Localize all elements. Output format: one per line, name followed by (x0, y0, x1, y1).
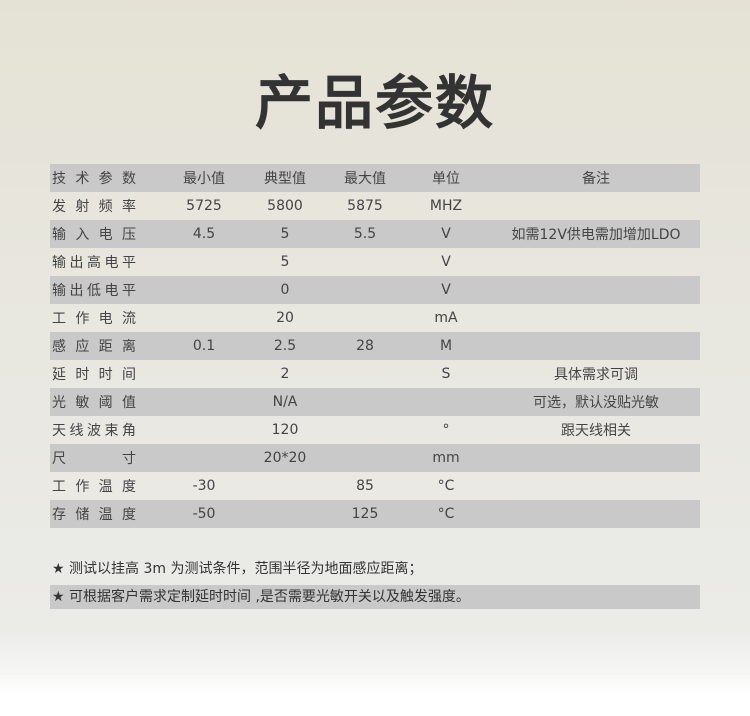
table-cell: 如需12V供电需加增加LDO (511, 227, 681, 243)
table-header-row: 技术参数 最小值 典型值 最大值 单位 备注 (50, 164, 700, 192)
table-row: 天线波束角 120 ° 跟天线相关 (50, 416, 700, 444)
param-name-cell: 感应距离 (52, 339, 136, 355)
header-cell: 最小值 (183, 171, 225, 187)
notes: ★ 测试以挂高 3m 为测试条件，范围半径为地面感应距离； ★ 可根据客户需求定… (50, 557, 700, 609)
header-cell: 备注 (582, 171, 610, 187)
table-row: 尺寸 20*20 mm (50, 444, 700, 472)
table-cell: 4.5 (192, 226, 216, 242)
note: ★ 可根据客户需求定制延时时间 ,是否需要光敏开关以及触发强度。 (50, 585, 700, 609)
table-cell: 5725 (186, 198, 222, 214)
table-cell: °C (437, 478, 455, 494)
param-name-cell: 存储温度 (52, 507, 136, 523)
table-cell: 85 (356, 478, 374, 494)
param-name-cell: 输入电压 (52, 227, 136, 243)
table-cell: 0 (280, 282, 290, 298)
table-cell: °C (437, 506, 455, 522)
table-row: 感应距离 0.1 2.5 28 M (50, 332, 700, 360)
table-cell: V (441, 282, 451, 298)
table-cell: -50 (192, 506, 216, 522)
param-name-cell: 发射频率 (52, 199, 136, 215)
table-row: 光敏阈值 N/A 可选，默认没贴光敏 (50, 388, 700, 416)
table-cell: 28 (356, 338, 374, 354)
table-cell: MHZ (429, 198, 463, 214)
table-cell: S (441, 366, 451, 382)
header-cell: 典型值 (264, 171, 306, 187)
table-cell: 5 (280, 254, 290, 270)
table-cell: 20*20 (263, 450, 307, 466)
param-name-cell: 输出高电平 (52, 255, 136, 271)
table-cell: mA (434, 310, 458, 326)
table-row: 输出高电平 5 V (50, 248, 700, 276)
header-cell: 单位 (432, 171, 460, 187)
table-cell: 120 (271, 422, 299, 438)
param-name-cell: 光敏阈值 (52, 395, 136, 411)
table-row: 工作温度 -30 85 °C (50, 472, 700, 500)
table-cell: V (441, 254, 451, 270)
table-cell: 可选，默认没贴光敏 (533, 395, 659, 411)
table-cell: 0.1 (192, 338, 216, 354)
param-name-cell: 工作温度 (52, 479, 136, 495)
table-cell: 5800 (267, 198, 303, 214)
table-cell: 20 (276, 310, 294, 326)
table-row: 输入电压 4.5 5 5.5 V 如需12V供电需加增加LDO (50, 220, 700, 248)
table-cell: M (439, 338, 453, 354)
table-row: 工作电流 20 mA (50, 304, 700, 332)
header-cell: 最大值 (344, 171, 386, 187)
table-cell: 2 (280, 366, 290, 382)
page-title: 产品参数 (254, 69, 495, 137)
table-cell: N/A (272, 394, 298, 410)
param-name-cell: 尺寸 (52, 451, 136, 467)
spec-table: 技术参数 最小值 典型值 最大值 单位 备注 发射频率 5725 5800 5875 M… (50, 164, 700, 528)
table-cell: 5.5 (353, 226, 377, 242)
table-cell: 具体需求可调 (554, 367, 638, 383)
table-cell: 跟天线相关 (561, 423, 631, 439)
param-name-cell: 延时时间 (52, 367, 136, 383)
param-name-cell: 天线波束角 (52, 423, 136, 439)
table-row: 延时时间 2 S 具体需求可调 (50, 360, 700, 388)
header-cell: 技术参数 (52, 171, 136, 187)
table-cell: 5875 (347, 198, 383, 214)
table-cell: -30 (192, 478, 216, 494)
table-row: 存储温度 -50 125 °C (50, 500, 700, 528)
table-cell: 125 (351, 506, 379, 522)
table-cell: ° (442, 422, 450, 438)
note: ★ 测试以挂高 3m 为测试条件，范围半径为地面感应距离； (52, 561, 423, 577)
table-cell: 5 (280, 226, 290, 242)
table-cell: V (441, 226, 451, 242)
param-name-cell: 工作电流 (52, 311, 136, 327)
table-row: 输出低电平 0 V (50, 276, 700, 304)
table-row: 发射频率 5725 5800 5875 MHZ (50, 192, 700, 220)
param-name-cell: 输出低电平 (52, 283, 136, 299)
table-cell: 2.5 (273, 338, 297, 354)
table-cell: mm (432, 450, 460, 466)
